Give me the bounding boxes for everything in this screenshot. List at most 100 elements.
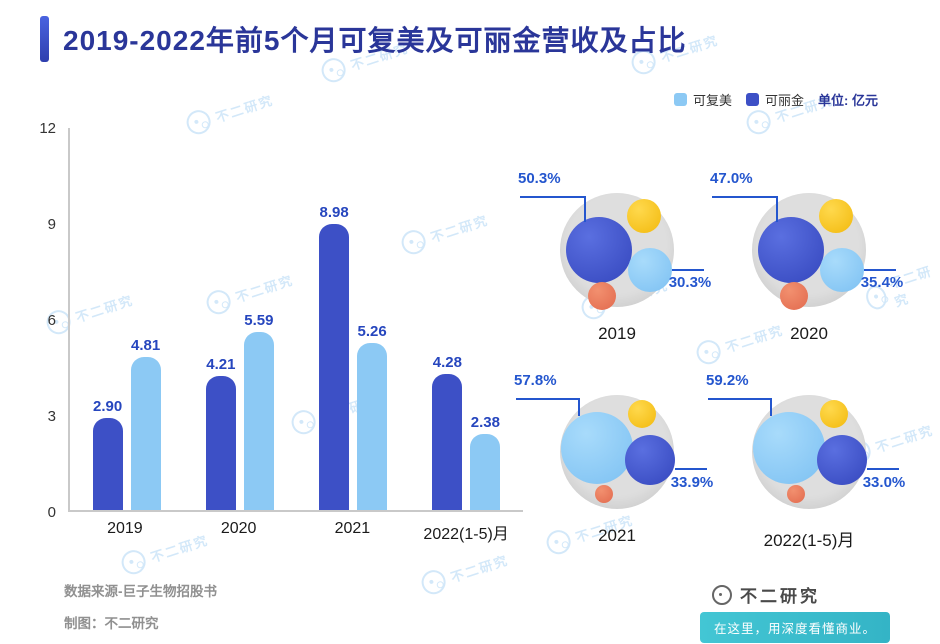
bubble-orange [780, 282, 808, 310]
source-text: 数据来源-巨子生物招股书 [64, 584, 217, 599]
x-axis: 2019 2020 2021 2022(1-5)月 [68, 520, 523, 544]
callout-line [675, 468, 707, 470]
x-axis-label: 2021 [334, 520, 371, 537]
bar-value-label: 8.98 [319, 204, 349, 222]
chart-legend: 可复美 可丽金 单位: 亿元 [674, 90, 878, 109]
bubble-chart-group-2020: 47.0% 35.4% 2020 [692, 146, 926, 356]
bubble-kefumei [753, 412, 825, 484]
bar-group-2022(1-5)月: 4.28 2.38 [410, 128, 523, 510]
plot-area: 2.90 4.81 4.21 5.59 8.98 5.26 4.28 2.38 [68, 128, 523, 512]
bar-value-label: 5.26 [357, 322, 387, 340]
bar-可复美-2019 [130, 356, 161, 510]
bar-可复美-2020 [243, 332, 274, 510]
bar-可复美-2021 [357, 342, 388, 510]
legend-swatch [674, 93, 688, 106]
callout-line [712, 196, 776, 198]
bar-group-2021: 8.98 5.26 [297, 128, 410, 510]
x-axis-label: 2022(1-5)月 [423, 526, 509, 543]
page-title: 2019-2022年前5个月可复美及可丽金营收及占比 [63, 25, 687, 56]
pct-label-secondary: 33.0% [862, 474, 906, 491]
bubble-kelijin [817, 435, 867, 485]
bar-wrap: 4.28 [432, 128, 463, 510]
bar-wrap: 2.90 [92, 128, 123, 510]
legend-item-1: 可复美 [674, 90, 732, 109]
group-year-label: 2019 [598, 324, 636, 343]
title-row: 2019-2022年前5个月可复美及可丽金营收及占比 [40, 16, 686, 62]
x-axis-label: 2020 [220, 520, 257, 537]
bar-value-label: 4.81 [131, 336, 161, 354]
legend-items: 可复美 可丽金 [674, 90, 804, 109]
y-tick-label: 12 [39, 120, 56, 137]
bubble-yellow [820, 400, 848, 428]
bubble-kelijin [758, 217, 824, 283]
y-tick-label: 9 [47, 216, 56, 233]
legend-label: 可丽金 [765, 93, 805, 108]
bubble-orange [787, 485, 805, 503]
callout-line [776, 196, 778, 222]
bubble-chart-group-2021: 57.8% 33.9% 2021 [500, 348, 734, 558]
bubble-yellow [819, 199, 853, 233]
group-year-label: 2021 [598, 526, 636, 545]
bar-value-label: 2.38 [470, 414, 500, 432]
bar-wrap: 4.21 [205, 128, 236, 510]
bar-可丽金-2022(1-5)月 [432, 373, 463, 510]
legend-item-2: 可丽金 [746, 90, 804, 109]
bubble-yellow [627, 199, 661, 233]
slogan-banner: 在这里，用深度看懂商业。 [700, 612, 891, 643]
bubble-orange [588, 282, 616, 310]
brand-name: 不二研究 [740, 587, 820, 606]
group-year-label: 2022(1-5)月 [763, 531, 855, 550]
callout-line [708, 398, 772, 400]
pct-label-primary: 50.3% [518, 170, 561, 187]
bar-wrap: 8.98 [319, 128, 350, 510]
bar-wrap: 5.59 [243, 128, 274, 510]
pct-label-primary: 47.0% [710, 170, 753, 187]
lantern-icon [712, 584, 732, 605]
pct-label-secondary: 30.3% [668, 274, 712, 291]
callout-line [864, 269, 896, 271]
bar-可复美-2022(1-5)月 [470, 434, 501, 510]
bar-group-2020: 4.21 5.59 [183, 128, 296, 510]
callout-line [584, 196, 586, 222]
bar-value-label: 2.90 [93, 397, 123, 415]
lantern-icon [743, 107, 774, 138]
y-tick-label: 3 [47, 408, 56, 425]
title-accent-bar [40, 16, 49, 62]
legend-label: 可复美 [693, 93, 733, 108]
bubble-orange [595, 485, 613, 503]
legend-unit: 单位: 亿元 [818, 93, 878, 108]
callout-line [770, 398, 772, 416]
pct-label-primary: 57.8% [514, 372, 557, 389]
legend-swatch [746, 93, 760, 106]
group-year-label: 2020 [790, 324, 828, 343]
bar-group-2019: 2.90 4.81 [70, 128, 183, 510]
bubble-kefumei [561, 412, 633, 484]
bubble-kelijin [625, 435, 675, 485]
bar-可丽金-2019 [92, 417, 123, 510]
y-axis: 0 3 6 9 12 [28, 120, 58, 521]
bar-wrap: 2.38 [470, 128, 501, 510]
bubble-chart-group-2019: 50.3% 30.3% 2019 [500, 146, 734, 356]
bubble-chart-group-2022(1-5)月: 59.2% 33.0% 2022(1-5)月 [692, 348, 926, 558]
watermark-text: 不二研究 [213, 91, 276, 125]
credit-text: 制图：不二研究 [64, 616, 159, 631]
bar-value-label: 4.21 [206, 355, 236, 373]
y-tick-label: 6 [47, 312, 56, 329]
callout-line [520, 196, 584, 198]
callout-line [578, 398, 580, 416]
pct-label-secondary: 33.9% [670, 474, 714, 491]
bubble-kefumei [628, 248, 672, 292]
pct-label-secondary: 35.4% [860, 274, 904, 291]
bubble-kelijin [566, 217, 632, 283]
bar-value-label: 4.28 [432, 353, 462, 371]
y-tick-label: 0 [47, 504, 56, 521]
bubble-kefumei [820, 248, 864, 292]
bar-wrap: 4.81 [130, 128, 161, 510]
pct-label-primary: 59.2% [706, 372, 749, 389]
callout-line [867, 468, 899, 470]
bar-wrap: 5.26 [357, 128, 388, 510]
bar-chart: 0 3 6 9 12 2.90 4.81 4.21 5.59 8.98 5.26 4.28 2.38 … [28, 120, 533, 572]
bubble-yellow [628, 400, 656, 428]
callout-line [672, 269, 704, 271]
